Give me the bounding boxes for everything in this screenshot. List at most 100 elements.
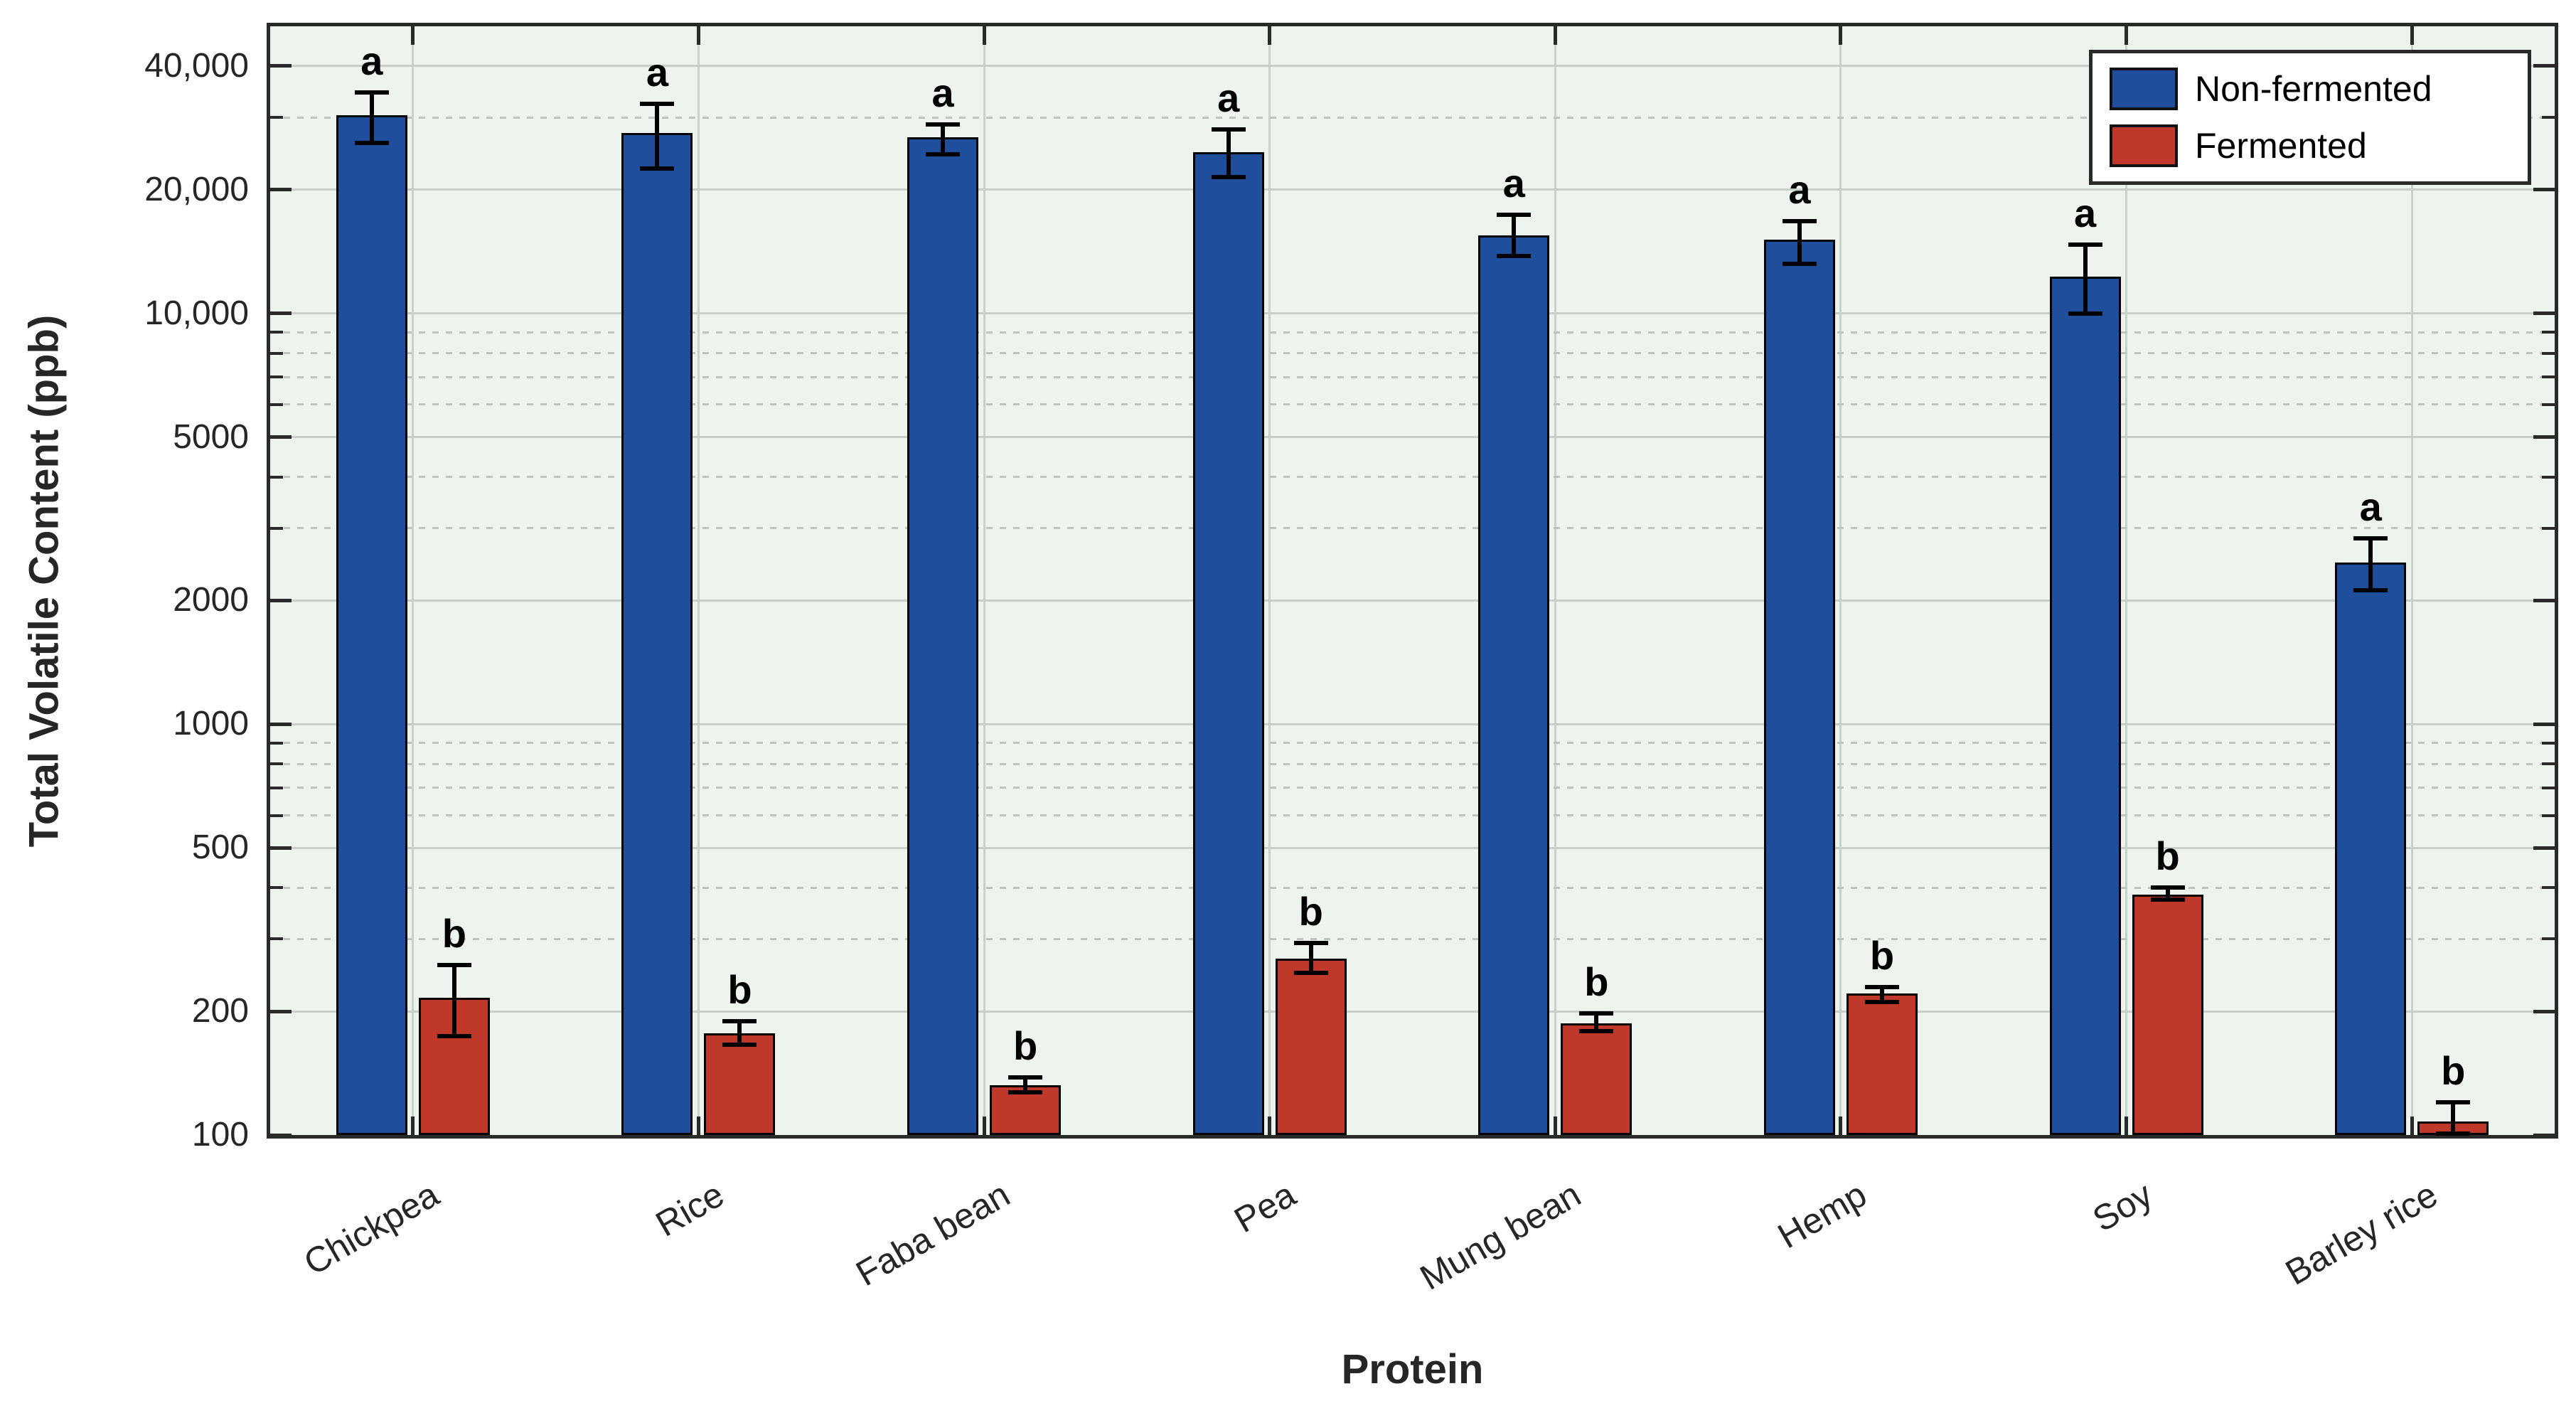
legend-entry: Fermented <box>2110 124 2528 167</box>
bar-fermented <box>704 1033 776 1135</box>
bar-non-fermented <box>336 114 407 1135</box>
y-tick-label: 200 <box>191 992 249 1030</box>
gridline-vertical <box>2125 26 2128 1135</box>
error-bar <box>369 92 374 144</box>
legend-entry: Non-fermented <box>2110 68 2528 110</box>
y-minor-tick-left <box>270 741 283 745</box>
x-category-label: Faba bean <box>849 1174 1017 1294</box>
y-major-tick-left <box>270 435 292 439</box>
error-bar <box>2368 538 2373 590</box>
error-bar-cap-top <box>926 122 961 127</box>
error-bar-cap-bottom <box>1211 174 1246 179</box>
error-bar <box>1023 1077 1028 1093</box>
error-bar <box>1226 129 1231 177</box>
bar-non-fermented <box>1192 151 1264 1135</box>
y-tick-label: 500 <box>191 828 249 867</box>
x-tick-top <box>1553 26 1557 45</box>
x-category-label: Mung bean <box>1413 1174 1588 1298</box>
y-tick-label: 20,000 <box>144 170 249 208</box>
x-tick-bottom <box>982 1117 986 1135</box>
y-minor-tick-right <box>2542 475 2555 479</box>
x-tick-bottom <box>1268 1117 1272 1135</box>
error-bar-cap-top <box>2436 1100 2471 1105</box>
error-bar <box>1308 943 1313 974</box>
bar-fermented <box>1846 993 1918 1135</box>
gridline-vertical <box>697 26 700 1135</box>
error-bar-cap-top <box>2150 885 2185 890</box>
y-major-tick-right <box>2533 188 2555 192</box>
sig-letter: b <box>2155 833 2180 879</box>
x-tick-top <box>2125 26 2129 45</box>
sig-letter: a <box>2073 191 2097 236</box>
y-minor-tick-right <box>2542 375 2555 379</box>
gridline-major <box>270 1010 2555 1013</box>
error-bar-cap-top <box>722 1019 757 1024</box>
x-tick-bottom <box>411 1117 415 1135</box>
y-minor-tick-right <box>2542 351 2555 355</box>
y-minor-tick-left <box>270 116 283 119</box>
sig-letter: a <box>1217 75 1240 120</box>
gridline-vertical <box>1268 26 1271 1135</box>
bar-fermented <box>2132 894 2203 1135</box>
sig-letter: a <box>2359 484 2382 529</box>
gridline-major <box>270 846 2555 849</box>
y-tick-label: 100 <box>191 1116 249 1153</box>
y-minor-tick-right <box>2542 814 2555 817</box>
error-bar <box>451 965 456 1037</box>
sig-letter: a <box>1502 160 1525 206</box>
y-minor-tick-left <box>270 886 283 890</box>
y-minor-tick-right <box>2542 116 2555 119</box>
x-tick-bottom <box>2125 1117 2129 1135</box>
bar-fermented <box>1275 958 1347 1135</box>
error-bar-cap-bottom <box>1782 262 1817 267</box>
sig-letter: b <box>1869 933 1895 979</box>
error-bar-cap-bottom <box>2150 897 2185 902</box>
error-bar-cap-top <box>1782 218 1817 223</box>
x-tick-top <box>411 26 415 45</box>
y-major-tick-right <box>2533 598 2555 602</box>
sig-letter: a <box>360 38 383 84</box>
bar-non-fermented <box>1763 240 1835 1135</box>
error-bar-cap-top <box>1579 1011 1614 1016</box>
legend-swatch-fermented-icon <box>2110 124 2178 167</box>
y-minor-tick-left <box>270 475 283 479</box>
x-tick-bottom <box>696 1117 700 1135</box>
y-tick-label: 5000 <box>173 417 249 456</box>
gridline-minor <box>270 762 2555 765</box>
y-major-tick-left <box>270 64 292 68</box>
y-minor-tick-left <box>270 375 283 379</box>
y-major-tick-right <box>2533 64 2555 68</box>
legend-swatch-non-fermented-icon <box>2110 68 2178 110</box>
gridline-major <box>270 599 2555 602</box>
gridline-minor <box>270 886 2555 889</box>
y-minor-tick-left <box>270 331 283 334</box>
y-minor-tick-right <box>2542 741 2555 745</box>
gridline-minor <box>270 787 2555 789</box>
error-bar-cap-top <box>354 90 389 95</box>
y-major-tick-right <box>2533 722 2555 726</box>
gridline-minor <box>270 476 2555 479</box>
error-bar-cap-bottom <box>1579 1028 1614 1033</box>
y-major-tick-left <box>270 1133 292 1137</box>
sig-letter: b <box>727 967 752 1013</box>
x-tick-top <box>982 26 986 45</box>
x-category-label: Hemp <box>1770 1174 1874 1257</box>
gridline-minor <box>270 742 2555 745</box>
error-bar-cap-bottom <box>354 141 389 146</box>
gridline-major <box>270 65 2555 68</box>
x-category-label: Barley rice <box>2279 1174 2444 1293</box>
x-tick-bottom <box>2410 1117 2414 1135</box>
y-major-tick-right <box>2533 311 2555 316</box>
gridline-minor <box>270 331 2555 334</box>
y-minor-tick-right <box>2542 526 2555 530</box>
error-bar-cap-bottom <box>437 1034 471 1039</box>
error-bar-cap-top <box>1864 985 1899 990</box>
gridline-major <box>270 723 2555 725</box>
plot-area: a a a a a a a a b b b b b b b b <box>267 23 2558 1139</box>
sig-letter: b <box>1298 889 1323 934</box>
y-major-tick-left <box>270 846 292 850</box>
y-major-tick-left <box>270 188 292 192</box>
x-tick-bottom <box>1553 1117 1557 1135</box>
y-tick-label: 40,000 <box>144 46 249 85</box>
